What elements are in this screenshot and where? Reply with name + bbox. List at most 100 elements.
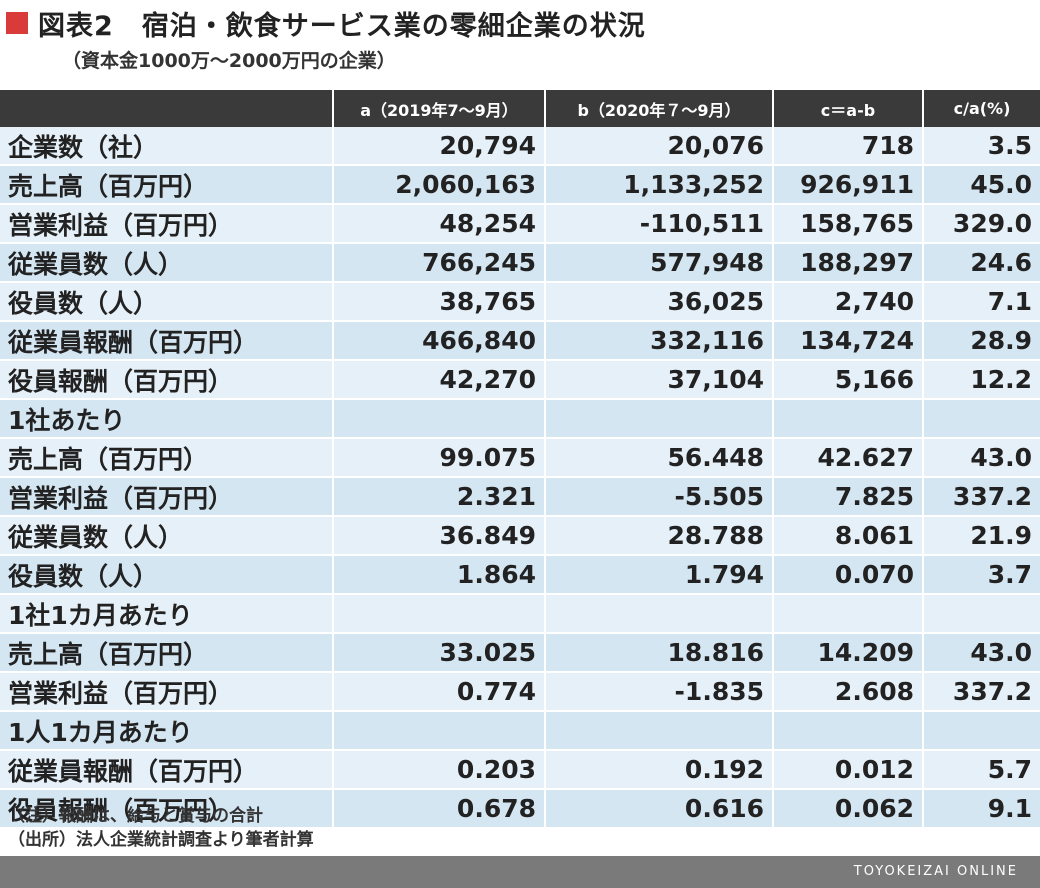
value-cell: 18.816 [545,633,774,673]
value-cell: 20,076 [545,127,774,166]
value-cell: 38,765 [333,282,546,322]
row-label-cell: 役員数（人） [0,282,334,322]
row-label-cell: 従業員数（人） [0,516,334,556]
column-header-b: b（2020年７～9月） [545,90,774,127]
value-cell [923,711,1040,751]
table-row: 従業員数（人） 36.849 28.788 8.061 21.9 [0,516,1040,556]
row-label-cell: 1社あたり [0,399,334,439]
row-label-cell: 営業利益（百万円） [0,477,334,517]
value-cell: 56.448 [545,438,774,478]
table-row: 役員報酬（百万円） 42,270 37,104 5,166 12.2 [0,360,1040,400]
value-cell: -5.505 [545,477,774,517]
footnote-source: （出所）法人企業統計調査より筆者計算 [8,830,314,850]
row-label-cell: 従業員数（人） [0,243,334,283]
value-cell: 20,794 [333,127,546,166]
value-cell: 0.774 [333,672,546,712]
table-row: 1社1カ月あたり [0,594,1040,634]
table-row: 役員報酬（百万円） 0.678 0.616 0.062 9.1 [0,789,1040,829]
value-cell: 466,840 [333,321,546,361]
value-cell: 337.2 [923,672,1040,712]
table-row: 営業利益（百万円） 2.321 -5.505 7.825 337.2 [0,477,1040,517]
row-label-cell: 役員報酬（百万円） [0,789,334,829]
row-label-cell: 1社1カ月あたり [0,594,334,634]
table-row: 売上高（百万円） 33.025 18.816 14.209 43.0 [0,633,1040,673]
value-cell: 24.6 [923,243,1040,283]
value-cell: 28.9 [923,321,1040,361]
value-cell [545,399,774,439]
value-cell: 926,911 [773,165,924,205]
value-cell: 21.9 [923,516,1040,556]
value-cell: 7.825 [773,477,924,517]
value-cell: 12.2 [923,360,1040,400]
value-cell: 2,740 [773,282,924,322]
value-cell: 43.0 [923,438,1040,478]
value-cell: 2,060,163 [333,165,546,205]
row-label-cell: 1人1カ月あたり [0,711,334,751]
value-cell [333,711,546,751]
value-cell: 3.5 [923,127,1040,166]
row-label-cell: 売上高（百万円） [0,633,334,673]
row-label-cell: 営業利益（百万円） [0,204,334,244]
column-header-c: c＝a-b [773,90,924,127]
column-header-item [0,90,334,127]
column-header-ratio: c/a(%) [923,90,1040,127]
table-row: 従業員報酬（百万円） 466,840 332,116 134,724 28.9 [0,321,1040,361]
table-row: 1社あたり [0,399,1040,439]
value-cell [773,594,924,634]
value-cell: 766,245 [333,243,546,283]
table-body: 企業数（社） 20,794 20,076 718 3.5 売上高（百万円） 2,060,16… [0,127,1040,829]
value-cell: 337.2 [923,477,1040,517]
value-cell: 9.1 [923,789,1040,829]
row-label-cell: 役員数（人） [0,555,334,595]
table-row: 従業員数（人） 766,245 577,948 188,297 24.6 [0,243,1040,283]
title-bar: 図表2 宿泊・飲食サービス業の零細企業の状況 [6,6,646,42]
value-cell: 1.794 [545,555,774,595]
value-cell: 1,133,252 [545,165,774,205]
row-label-cell: 従業員報酬（百万円） [0,750,334,790]
value-cell: 332,116 [545,321,774,361]
table-header-row: a（2019年7～9月） b（2020年７～9月） c＝a-b c/a(%) [0,90,1040,127]
row-label-cell: 役員報酬（百万円） [0,360,334,400]
value-cell: 0.192 [545,750,774,790]
value-cell: 577,948 [545,243,774,283]
value-cell: 0.012 [773,750,924,790]
value-cell: 2.321 [333,477,546,517]
value-cell: 329.0 [923,204,1040,244]
value-cell: 42.627 [773,438,924,478]
value-cell: 36,025 [545,282,774,322]
value-cell: 158,765 [773,204,924,244]
value-cell: 99.075 [333,438,546,478]
value-cell: 28.788 [545,516,774,556]
footer-bar: TOYOKEIZAI ONLINE [0,856,1040,888]
value-cell: 43.0 [923,633,1040,673]
value-cell [923,399,1040,439]
table-row: 1人1カ月あたり [0,711,1040,751]
value-cell: 8.061 [773,516,924,556]
page-title: 図表2 宿泊・飲食サービス業の零細企業の状況 [38,10,646,42]
value-cell: 5.7 [923,750,1040,790]
value-cell: 0.616 [545,789,774,829]
table-row: 従業員報酬（百万円） 0.203 0.192 0.012 5.7 [0,750,1040,790]
value-cell: 36.849 [333,516,546,556]
value-cell: 45.0 [923,165,1040,205]
table-row: 企業数（社） 20,794 20,076 718 3.5 [0,127,1040,166]
value-cell: 48,254 [333,204,546,244]
value-cell: 14.209 [773,633,924,673]
footnotes: （注）報酬は、給与と賞与の合計 （出所）法人企業統計調査より筆者計算 [8,804,314,852]
value-cell [333,594,546,634]
value-cell: -110,511 [545,204,774,244]
data-table: a（2019年7～9月） b（2020年７～9月） c＝a-b c/a(%) 企… [0,90,1040,829]
title-marker-square [6,12,28,34]
value-cell: 0.678 [333,789,546,829]
value-cell: 0.062 [773,789,924,829]
row-label-cell: 営業利益（百万円） [0,672,334,712]
column-header-a: a（2019年7～9月） [333,90,546,127]
row-label-cell: 企業数（社） [0,127,334,166]
value-cell [773,711,924,751]
value-cell: 42,270 [333,360,546,400]
table-row: 営業利益（百万円） 0.774 -1.835 2.608 337.2 [0,672,1040,712]
value-cell: 37,104 [545,360,774,400]
table-row: 売上高（百万円） 2,060,163 1,133,252 926,911 45.0 [0,165,1040,205]
value-cell: 3.7 [923,555,1040,595]
value-cell: 188,297 [773,243,924,283]
